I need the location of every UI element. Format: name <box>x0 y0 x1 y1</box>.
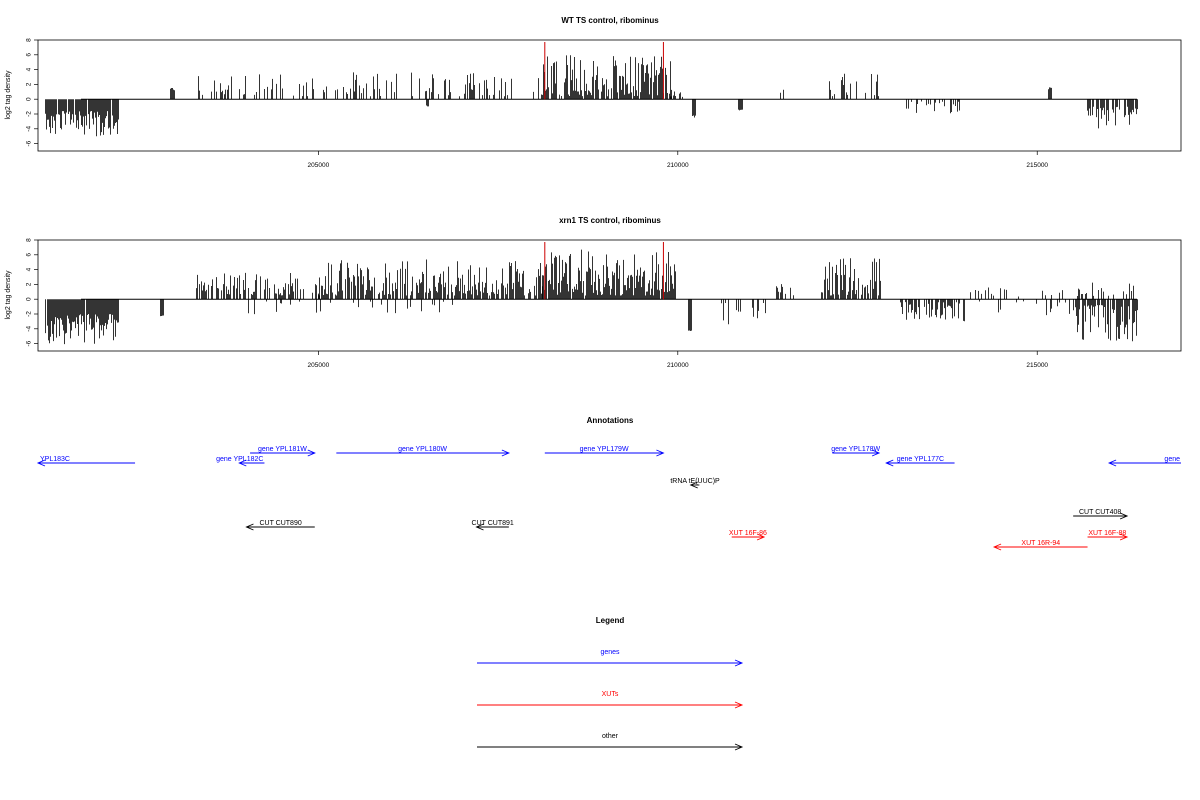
feature-arrow-head <box>1107 459 1117 467</box>
feature-label: gene YPL178W <box>831 446 880 453</box>
legend-item: XUTs <box>477 691 744 709</box>
feature-label: XUT 16F-86 <box>729 530 767 537</box>
xrn1-y-tick-label: 4 <box>26 267 33 271</box>
feature-label: gene YPL180W <box>398 446 447 453</box>
feature-arrow-head <box>475 523 484 531</box>
xrn1-x-tick-label: 215000 <box>1026 362 1048 369</box>
wt-track-panel: WT TS control, ribominus log2 tag densit… <box>5 16 1182 169</box>
xrn1-x-tick-label: 210000 <box>667 362 689 369</box>
feature-arrow-head <box>501 449 511 457</box>
wt-y-tick-label: -6 <box>26 140 33 146</box>
legend-item: other <box>477 733 744 751</box>
annotation-feature: gene YPL182C <box>216 456 265 467</box>
annotations-title: Annotations <box>587 416 634 425</box>
feature-label: XUT 16R-94 <box>1021 540 1060 547</box>
feature-arrow-head <box>307 449 316 457</box>
legend-item: genes <box>477 649 744 667</box>
xrn1-plot-frame <box>37 239 1182 352</box>
feature-label: YPL183C <box>40 456 70 463</box>
xrn1-y-tick-label: -4 <box>26 326 33 332</box>
wt-y-tick-label: 0 <box>26 97 33 101</box>
xrn1-y-tick-label: 8 <box>26 238 33 242</box>
annotation-feature: XUT 16R-94 <box>992 540 1088 551</box>
legend-label: XUTs <box>602 691 619 698</box>
feature-label: CUT CUT891 <box>472 520 514 527</box>
feature-label: tRNA tE(UUC)P <box>670 478 720 485</box>
legend-label: genes <box>600 649 620 656</box>
xrn1-track-panel: xrn1 TS control, ribominus log2 tag dens… <box>5 216 1182 369</box>
xrn1-y-tick-label: -6 <box>26 340 33 346</box>
annotation-feature: XUT 16F-88 <box>1087 530 1129 541</box>
wt-y-tick-label: -2 <box>26 111 33 117</box>
feature-arrow-head <box>36 459 46 467</box>
legend-label: other <box>602 733 619 740</box>
wt-y-tick-label: -4 <box>26 126 33 132</box>
annotation-features: YPL183C gene YPL182C gene YPL181W gene YPL1… <box>36 446 1181 551</box>
wt-x-tick-label: 205000 <box>308 162 330 169</box>
feature-label: gene YPL182C <box>216 456 263 463</box>
wt-x-tick-label: 215000 <box>1026 162 1048 169</box>
wt-track-title: WT TS control, ribominus <box>561 16 659 25</box>
xrn1-y-tick-label: 6 <box>26 253 33 257</box>
wt-y-tick-label: 6 <box>26 53 33 57</box>
feature-arrow-head <box>992 543 1002 551</box>
xrn1-bars <box>45 249 1138 345</box>
wt-y-tick-label: 8 <box>26 38 33 42</box>
feature-label: gene YPL179W <box>580 446 629 453</box>
annotations-panel: Annotations YPL183C gene YPL182C gene YPL1… <box>36 416 1181 551</box>
legend-arrow-head <box>734 743 744 751</box>
annotation-feature: gene YPL180W <box>336 446 511 457</box>
wt-y-axis-label: log2 tag density <box>5 70 12 120</box>
annotation-feature: gene YPL177C <box>885 456 955 467</box>
annotation-feature: tRNA tE(UUC)P <box>670 478 720 489</box>
feature-label: XUT 16F-88 <box>1088 530 1126 537</box>
wt-y-tick-label: 4 <box>26 67 33 71</box>
feature-arrow-head <box>871 449 881 457</box>
legend-items: genes XUTs other <box>477 649 744 751</box>
wt-x-ticks: 205000 210000 215000 <box>308 151 1048 169</box>
xrn1-y-tick-label: 2 <box>26 282 33 286</box>
legend-arrow-head <box>734 701 744 709</box>
wt-x-tick-label: 210000 <box>667 162 689 169</box>
feature-arrow-head <box>1119 533 1129 541</box>
annotation-feature: CUT CUT891 <box>472 520 514 531</box>
xrn1-x-ticks: 205000 210000 215000 <box>308 351 1048 369</box>
feature-label: gene YPL177C <box>897 456 944 463</box>
legend-arrow-head <box>734 659 744 667</box>
feature-arrow-head <box>885 459 894 467</box>
wt-bars <box>45 55 1138 137</box>
feature-arrow-head <box>245 523 254 531</box>
feature-label: gene YPL181W <box>258 446 307 453</box>
annotation-feature: gene YPL178W <box>831 446 881 457</box>
legend-title: Legend <box>596 616 625 625</box>
annotation-feature: XUT 16F-86 <box>729 530 767 541</box>
feature-label: gene <box>1164 456 1180 463</box>
xrn1-y-tick-label: -2 <box>26 311 33 317</box>
feature-arrow-head <box>1119 512 1129 520</box>
annotation-feature: gene <box>1107 456 1181 467</box>
xrn1-y-ticks: 8 6 4 2 0 -2 -4 -6 <box>26 238 38 346</box>
feature-arrow-head <box>656 449 665 457</box>
xrn1-x-tick-label: 205000 <box>308 362 330 369</box>
annotation-feature: YPL183C <box>36 456 136 467</box>
wt-plot-frame <box>37 39 1182 152</box>
wt-y-ticks: 8 6 4 2 0 -2 -4 -6 <box>26 38 38 146</box>
annotation-feature: CUT CUT890 <box>245 520 315 531</box>
annotation-feature: CUT CUT408 <box>1073 509 1129 520</box>
wt-markers <box>544 42 664 100</box>
feature-label: CUT CUT408 <box>1079 509 1121 516</box>
xrn1-y-tick-label: 0 <box>26 297 33 301</box>
annotation-feature: gene YPL181W <box>250 446 316 457</box>
feature-arrow-head <box>238 459 247 467</box>
xrn1-track-title: xrn1 TS control, ribominus <box>559 216 661 225</box>
feature-arrow-head <box>689 481 698 489</box>
feature-label: CUT CUT890 <box>259 520 301 527</box>
annotation-feature: gene YPL179W <box>544 446 665 457</box>
wt-y-tick-label: 2 <box>26 82 33 86</box>
legend-panel: Legend genes XUTs other <box>477 616 744 751</box>
xrn1-y-axis-label: log2 tag density <box>5 270 12 320</box>
xrn1-markers <box>544 242 664 300</box>
feature-arrow-head <box>756 533 766 541</box>
